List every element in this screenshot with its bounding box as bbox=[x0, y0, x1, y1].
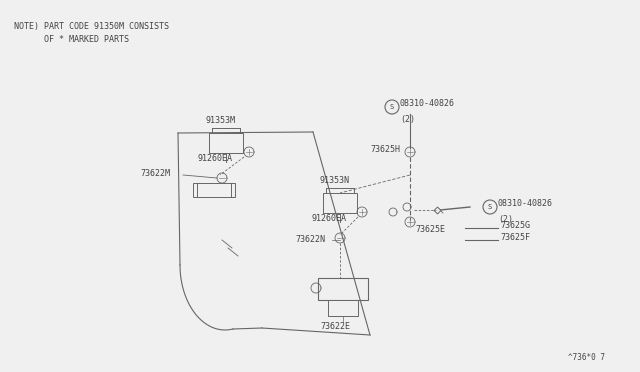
Text: 91260EA: 91260EA bbox=[197, 154, 232, 163]
Text: S: S bbox=[390, 104, 394, 110]
Text: 08310-40826: 08310-40826 bbox=[400, 99, 455, 109]
Text: OF * MARKED PARTS: OF * MARKED PARTS bbox=[14, 35, 129, 44]
Circle shape bbox=[385, 100, 399, 114]
Text: 73625H: 73625H bbox=[370, 145, 400, 154]
Text: S: S bbox=[488, 204, 492, 210]
Text: 08310-40826: 08310-40826 bbox=[498, 199, 553, 208]
Text: (2): (2) bbox=[400, 115, 415, 124]
Bar bbox=[209, 133, 243, 153]
Text: 73622E: 73622E bbox=[320, 322, 350, 331]
Text: 73622M: 73622M bbox=[140, 169, 170, 177]
Text: NOTE) PART CODE 91350M CONSISTS: NOTE) PART CODE 91350M CONSISTS bbox=[14, 22, 169, 31]
Text: 73625F: 73625F bbox=[500, 232, 530, 241]
Text: 73625E: 73625E bbox=[415, 225, 445, 234]
Text: 91260EA: 91260EA bbox=[311, 214, 346, 223]
Bar bbox=[328, 300, 358, 316]
Bar bbox=[318, 278, 368, 300]
Bar bbox=[193, 183, 235, 197]
Circle shape bbox=[483, 200, 497, 214]
Bar bbox=[323, 193, 357, 213]
Text: 73622N: 73622N bbox=[295, 235, 325, 244]
Text: 91353N: 91353N bbox=[319, 176, 349, 185]
Text: ^736*0 7: ^736*0 7 bbox=[568, 353, 605, 362]
Text: 73625G: 73625G bbox=[500, 221, 530, 230]
Text: 91353M: 91353M bbox=[205, 116, 235, 125]
Text: (2): (2) bbox=[498, 215, 513, 224]
